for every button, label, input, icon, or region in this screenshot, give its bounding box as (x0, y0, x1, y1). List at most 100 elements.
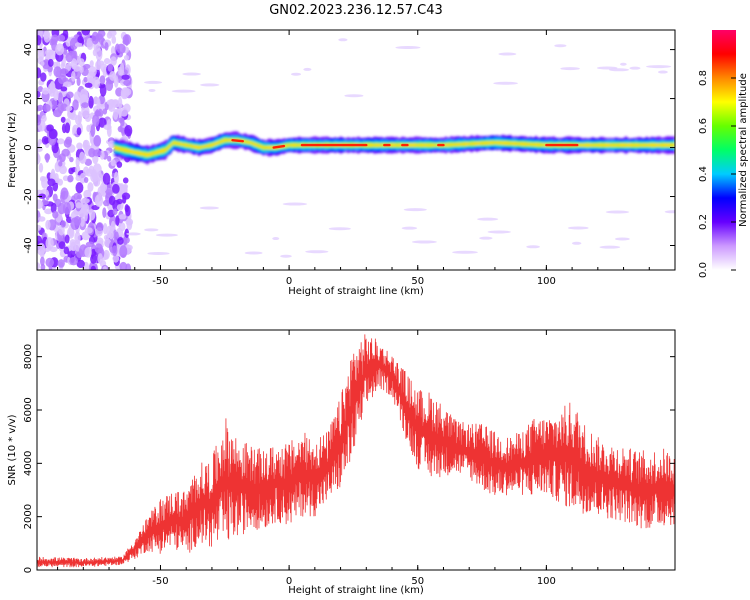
noise-speckle (75, 175, 82, 182)
faint-blob (338, 38, 348, 42)
noise-speckle (47, 58, 54, 67)
snr-xlabel: Height of straight line (km) (288, 585, 424, 596)
noise-speckle (106, 99, 116, 106)
noise-speckle (37, 262, 41, 270)
spectrogram-frame (36, 29, 676, 271)
spectrogram-ylabel: Frequency (Hz) (7, 112, 18, 188)
noise-speckle (118, 214, 127, 220)
noise-speckle (116, 161, 123, 168)
faint-blob (629, 66, 641, 70)
noise-speckle (37, 224, 42, 231)
noise-speckle (77, 35, 84, 44)
colorbar-tick-label: 0.6 (698, 118, 709, 134)
noise-speckle (102, 222, 108, 235)
noise-speckle (98, 117, 107, 128)
noise-speckle (86, 124, 91, 133)
noise-speckle (89, 60, 94, 68)
noise-speckle (41, 115, 47, 122)
noise-speckle (38, 216, 46, 222)
faint-blob (657, 70, 668, 74)
noise-speckle (37, 105, 42, 112)
noise-speckle (79, 217, 85, 227)
noise-speckle (37, 153, 41, 165)
faint-blob (479, 236, 493, 240)
noise-speckle (60, 220, 66, 228)
noise-speckle (91, 31, 100, 45)
noise-speckle (50, 168, 56, 179)
noise-speckle (37, 90, 41, 98)
faint-blob (571, 241, 582, 245)
x-tick-label: -50 (152, 576, 168, 587)
noise-speckle (66, 91, 74, 99)
noise-speckle (56, 34, 66, 42)
noise-speckle (72, 99, 79, 111)
faint-blob (280, 254, 292, 258)
noise-speckle (76, 77, 81, 87)
snr-line-area (37, 334, 675, 568)
noise-speckle (71, 70, 76, 82)
noise-speckle (107, 63, 113, 72)
noise-speckle (102, 249, 110, 260)
noise-speckle (70, 241, 77, 252)
snr-panel: -50 0 50 100 0 2000 4000 6000 8000 Height of str… (7, 329, 676, 596)
colorbar-label: Normalized spectral amplitude (738, 73, 749, 227)
noise-speckle (94, 194, 104, 207)
faint-blob (560, 67, 580, 71)
faint-blob (155, 233, 178, 237)
noise-speckle (96, 97, 101, 110)
noise-speckle (102, 66, 108, 78)
noise-speckle (100, 103, 105, 111)
faint-blob (147, 251, 170, 255)
noise-speckle (55, 43, 65, 56)
noise-speckle (61, 148, 70, 157)
noise-speckle (102, 207, 107, 218)
noise-speckle (64, 122, 71, 134)
faint-blob (401, 226, 418, 230)
faint-blob (303, 67, 312, 71)
noise-speckle (117, 96, 123, 110)
noise-speckle (97, 253, 103, 265)
noise-speckle (118, 184, 125, 194)
noise-speckle (83, 176, 89, 183)
noise-speckle (124, 124, 133, 137)
noise-speckle (74, 231, 81, 245)
y-tick-label: 2000 (23, 504, 34, 529)
noise-speckle (41, 87, 50, 95)
noise-speckle (116, 198, 123, 205)
noise-speckle (57, 259, 65, 268)
faint-blob (403, 208, 427, 212)
y-tick-label: 8000 (23, 344, 34, 369)
faint-blob (411, 240, 437, 244)
noise-speckle (37, 86, 44, 93)
noise-speckle (69, 156, 74, 163)
noise-speckle (75, 156, 80, 167)
spectrogram-panel: -50 0 50 100 -40 -20 0 20 40 Height of straight … (7, 29, 676, 297)
noise-speckle (111, 245, 118, 257)
noise-speckle (119, 261, 128, 270)
signal-peak (231, 139, 245, 143)
noise-speckle (60, 68, 69, 75)
noise-speckle (99, 75, 106, 85)
faint-blob (554, 44, 567, 48)
noise-speckle (37, 242, 46, 256)
noise-speckle (58, 74, 67, 85)
noise-speckle (54, 177, 61, 184)
noise-speckle (57, 92, 63, 105)
noise-speckle (85, 241, 95, 248)
noise-speckle (76, 127, 82, 136)
noise-speckle (92, 114, 100, 127)
noise-speckle (108, 229, 114, 240)
faint-blob (126, 232, 141, 236)
faint-blob (282, 202, 308, 206)
noise-speckle (69, 37, 79, 50)
snr-ylabel: SNR (10 * v/v) (7, 414, 18, 485)
noise-speckle (104, 184, 114, 196)
y-tick-label: 6000 (23, 397, 34, 422)
y-tick-label: 20 (23, 92, 34, 105)
noise-speckle (51, 34, 59, 43)
noise-speckle (76, 259, 85, 269)
noise-speckle (93, 135, 102, 147)
noise-speckle (95, 60, 102, 71)
noise-speckle (40, 72, 47, 82)
faint-blob (305, 250, 329, 254)
